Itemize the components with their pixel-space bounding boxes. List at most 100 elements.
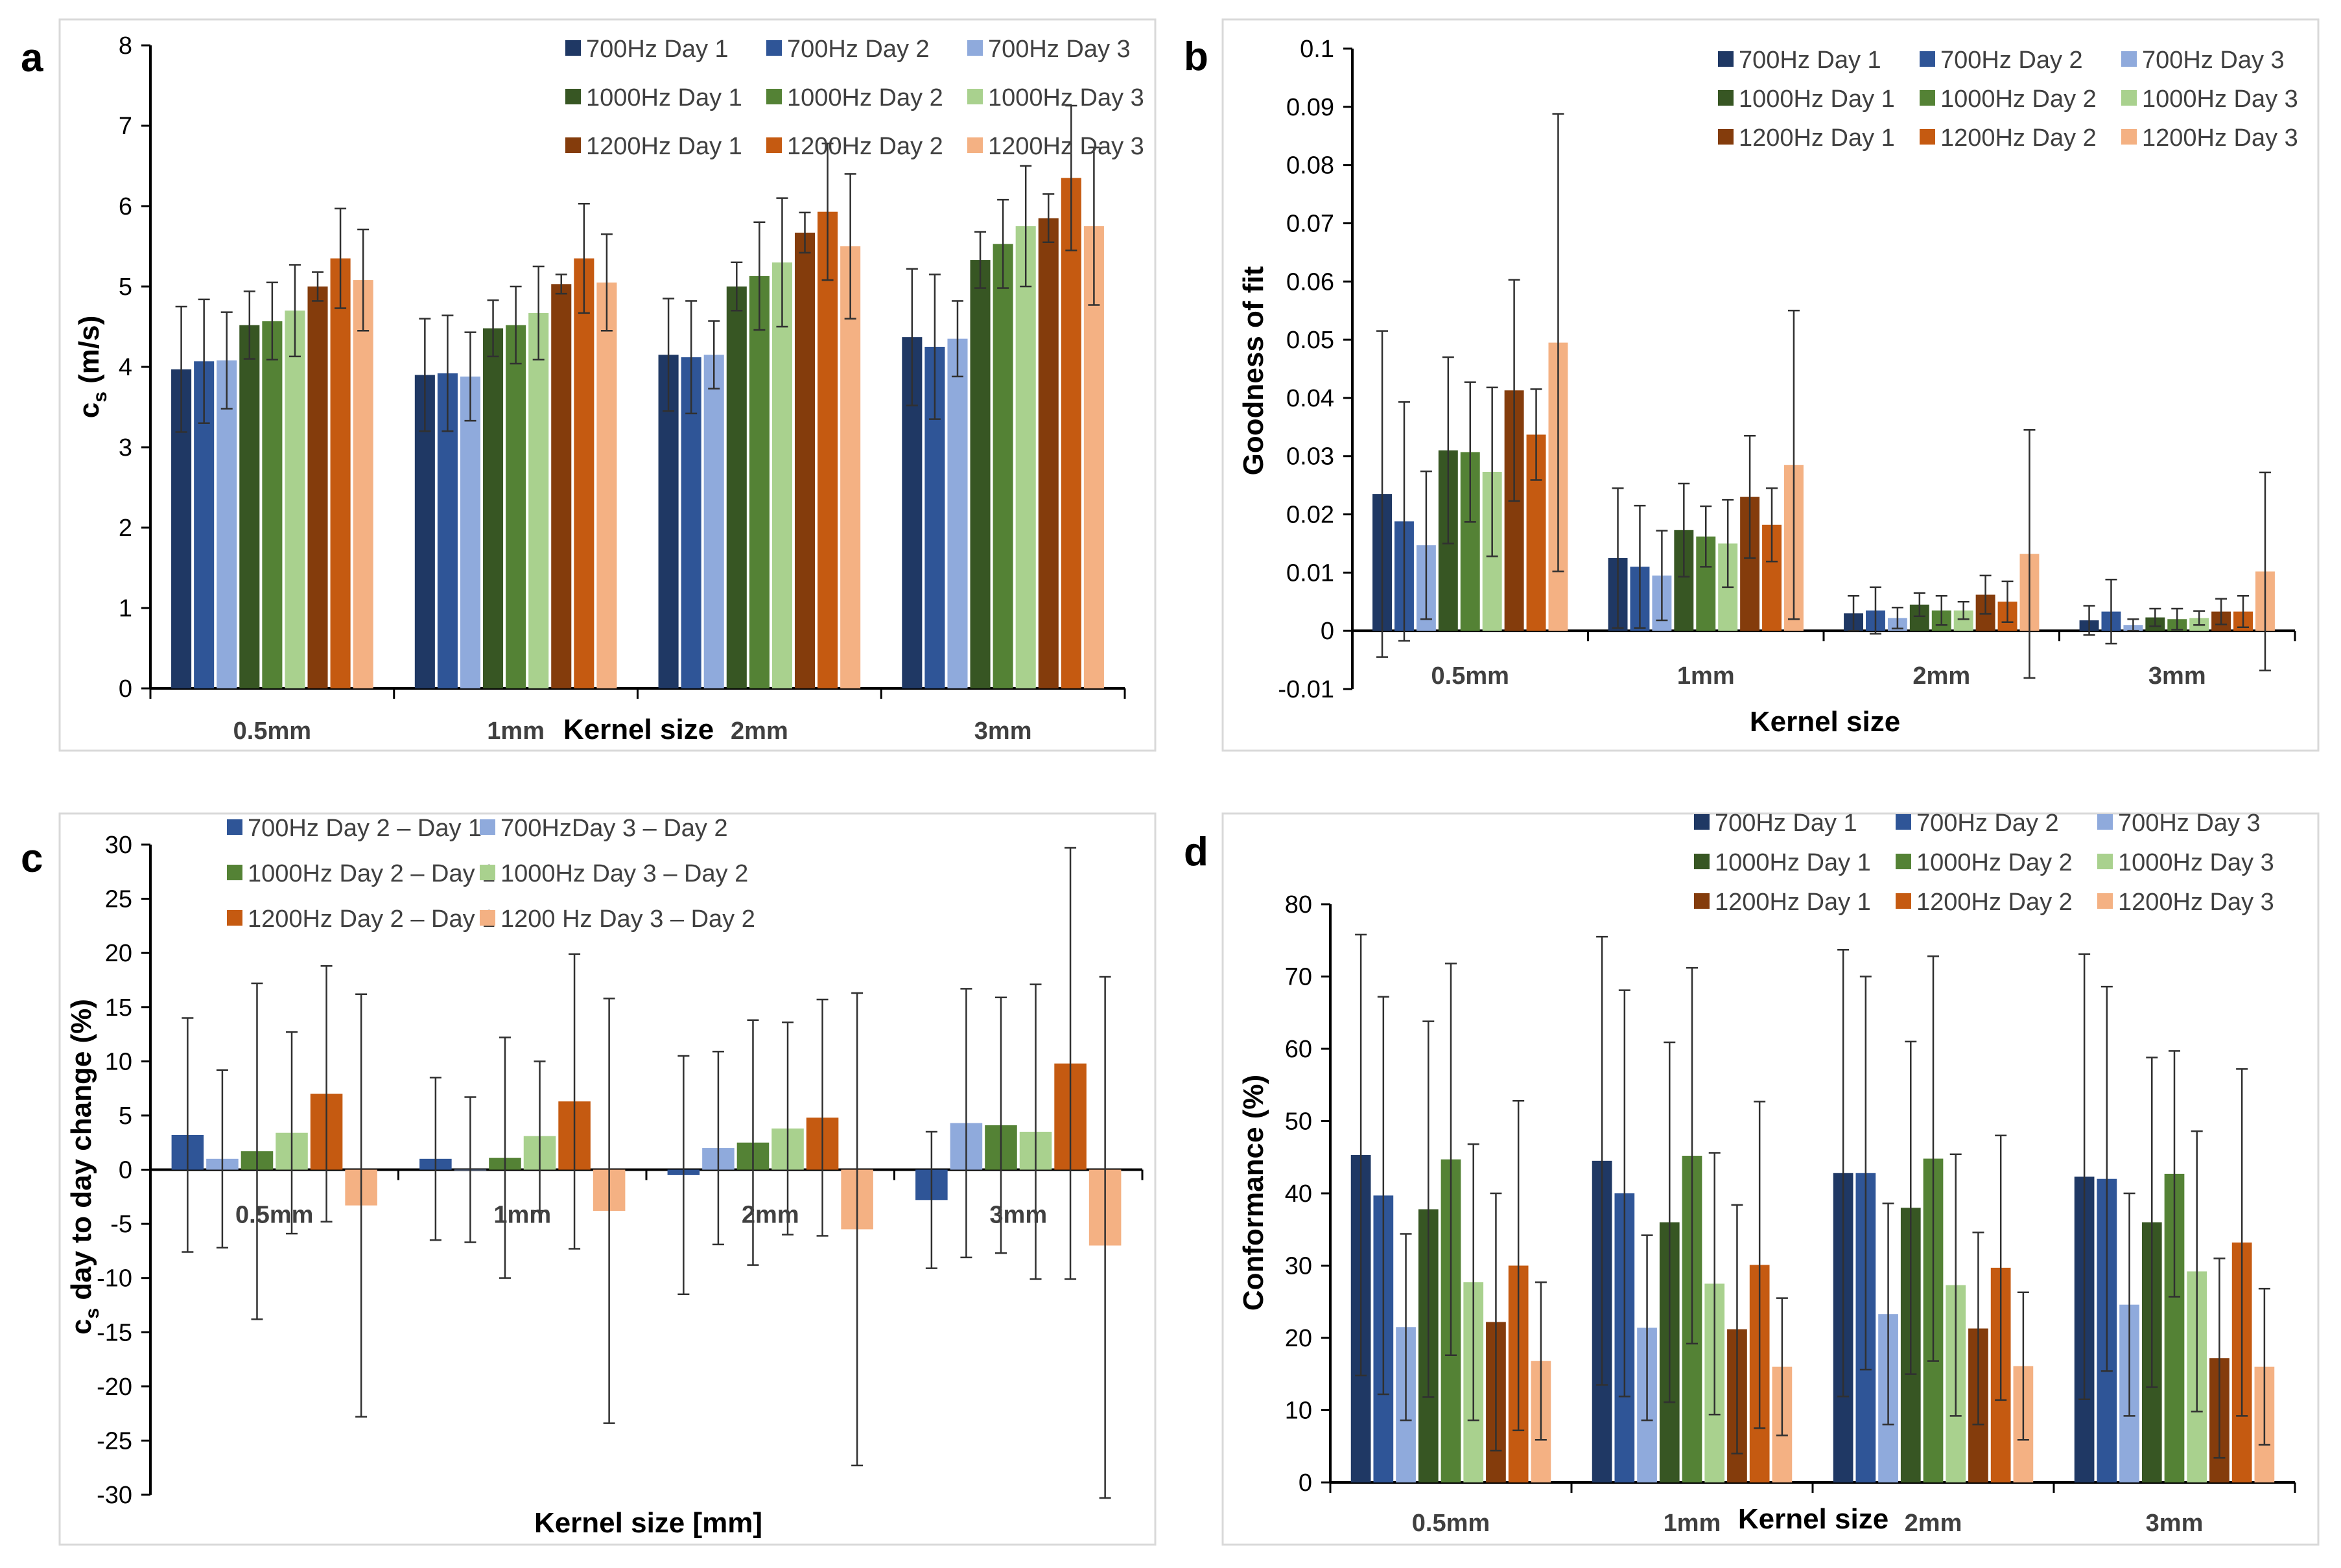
y-tick-label-a: 3 xyxy=(119,434,132,462)
y-tick-label-d: 10 xyxy=(1285,1398,1312,1425)
legend-swatch-b xyxy=(2121,129,2137,145)
panel-letter-c: c xyxy=(21,836,43,881)
y-tick-label-c: 5 xyxy=(119,1103,132,1130)
bar-a-1000hz-day-3-3mm xyxy=(1015,226,1036,688)
legend-swatch-d xyxy=(1694,814,1710,830)
bar-a-1000hz-day-1-0.5mm xyxy=(239,325,260,688)
bar-a-1200hz-day-2-3mm xyxy=(1061,178,1081,689)
category-label-b: 0.5mm xyxy=(1431,662,1509,690)
y-tick-label-d: 20 xyxy=(1285,1325,1312,1352)
legend-swatch-b xyxy=(2121,51,2137,67)
legend-label-b: 700Hz Day 1 xyxy=(1739,47,1881,74)
legend-label-b: 700Hz Day 3 xyxy=(2142,47,2285,74)
legend-label-b: 1200Hz Day 1 xyxy=(1739,124,1895,152)
legend-swatch-a xyxy=(766,40,782,56)
legend-swatch-c xyxy=(227,910,242,926)
y-axis-title-c: cs day to day change (%) xyxy=(65,999,103,1335)
y-tick-label-c: -25 xyxy=(97,1427,132,1455)
bar-a-700hz-day-3-2mm xyxy=(703,355,724,688)
legend-label-b: 700Hz Day 2 xyxy=(1940,47,2083,74)
legend-swatch-d xyxy=(2097,854,2113,869)
y-tick-label-c: -30 xyxy=(97,1482,132,1509)
y-axis-title-main-a: c xyxy=(73,403,105,418)
legend-swatch-c xyxy=(480,865,495,880)
y-tick-label-b: 0.01 xyxy=(1286,559,1334,587)
y-tick-label-b: 0.09 xyxy=(1286,94,1334,121)
y-tick-label-c: 25 xyxy=(105,886,132,913)
legend-swatch-b xyxy=(1920,51,1935,67)
legend-label-a: 700Hz Day 3 xyxy=(988,36,1131,63)
legend-label-d: 700Hz Day 1 xyxy=(1715,810,1857,837)
legend-label-d: 700Hz Day 3 xyxy=(2118,810,2261,837)
legend-swatch-c xyxy=(227,865,242,880)
legend-swatch-b xyxy=(2121,90,2137,106)
legend-label-d: 1200Hz Day 3 xyxy=(2118,889,2274,916)
bar-a-1000hz-day-2-2mm xyxy=(749,275,770,688)
legend-label-a: 1000Hz Day 2 xyxy=(787,84,943,111)
x-axis-title-c: Kernel size [mm] xyxy=(534,1507,762,1539)
legend-label-d: 1200Hz Day 1 xyxy=(1715,889,1871,916)
bar-a-1200hz-day-2-1mm xyxy=(574,258,594,689)
legend-swatch-d xyxy=(2097,893,2113,909)
legend-label-c: 700Hz Day 2 – Day 1 xyxy=(248,815,482,842)
legend-label-a: 1000Hz Day 3 xyxy=(988,84,1144,111)
bar-a-1000hz-day-2-3mm xyxy=(993,244,1013,688)
bar-a-700hz-day-3-3mm xyxy=(947,338,968,688)
y-tick-label-d: 0 xyxy=(1299,1469,1312,1497)
y-tick-label-a: 1 xyxy=(119,595,132,622)
legend-label-b: 1000Hz Day 3 xyxy=(2142,86,2298,113)
bar-a-1000hz-day-3-0.5mm xyxy=(285,310,305,688)
y-tick-label-c: 30 xyxy=(105,832,132,859)
legend-label-b: 1200Hz Day 2 xyxy=(1940,124,2097,152)
legend-label-a: 1200Hz Day 1 xyxy=(586,133,742,160)
legend-swatch-b xyxy=(1718,90,1734,106)
legend-swatch-a xyxy=(967,89,983,104)
chart-d: d 0 10 20 30 40 50 60 70 80 0.5mm 1mm 2mm 3mm Kernel s… xyxy=(1184,810,2296,1537)
legend-swatch-d xyxy=(1896,854,1911,869)
category-label-b: 3mm xyxy=(2148,662,2206,690)
legend-swatch-a xyxy=(565,137,581,153)
legend-label-a: 700Hz Day 1 xyxy=(586,36,729,63)
legend-label-d: 1000Hz Day 3 xyxy=(2118,849,2274,876)
bar-a-1200hz-day-1-2mm xyxy=(794,232,816,688)
y-tick-label-c: 10 xyxy=(105,1048,132,1075)
legend-label-d: 1200Hz Day 2 xyxy=(1916,889,2073,916)
y-tick-label-c: -20 xyxy=(97,1374,132,1401)
legend-label-b: 1200Hz Day 3 xyxy=(2142,124,2298,152)
y-axis-title-sub-c: s xyxy=(82,1308,103,1319)
y-tick-label-a: 0 xyxy=(119,675,132,703)
legend-label-d: 1000Hz Day 1 xyxy=(1715,849,1871,876)
y-tick-label-a: 5 xyxy=(119,274,132,301)
legend-label-c: 1200Hz Day 2 – Day 1 xyxy=(248,906,495,933)
y-tick-label-c: -15 xyxy=(97,1319,132,1346)
bar-a-1200hz-day-3-1mm xyxy=(596,282,617,688)
category-label-d: 1mm xyxy=(1664,1510,1721,1537)
y-tick-label-b: 0.07 xyxy=(1286,210,1334,237)
legend-swatch-d xyxy=(2097,814,2113,830)
y-tick-label-b: 0.02 xyxy=(1286,502,1334,529)
category-label-a: 1mm xyxy=(487,718,545,745)
y-axis-title-sub-a: s xyxy=(89,392,111,403)
y-tick-label-c: 15 xyxy=(105,994,132,1022)
legend-swatch-d xyxy=(1694,854,1710,869)
legend-swatch-a xyxy=(967,40,983,56)
y-axis-title-a: cs (m/s) xyxy=(73,316,111,419)
category-label-a: 0.5mm xyxy=(233,718,311,745)
category-label-c: 0.5mm xyxy=(235,1202,313,1229)
legend-swatch-b xyxy=(1920,90,1935,106)
bar-a-700hz-day-3-0.5mm xyxy=(217,360,237,688)
y-tick-label-b: -0.01 xyxy=(1278,676,1334,703)
category-label-c: 1mm xyxy=(493,1202,551,1229)
bar-a-1200hz-day-1-1mm xyxy=(551,284,572,688)
category-label-d: 2mm xyxy=(1905,1510,1962,1537)
legend-label-a: 1200Hz Day 3 xyxy=(988,133,1144,160)
y-tick-label-b: 0.08 xyxy=(1286,152,1334,180)
bar-a-1000hz-day-1-3mm xyxy=(970,260,991,689)
legend-swatch-a xyxy=(967,137,983,153)
category-label-a: 3mm xyxy=(974,718,1032,745)
bar-a-1200hz-day-1-3mm xyxy=(1038,218,1059,689)
legend-swatch-d xyxy=(1896,893,1911,909)
y-axis-title-d: Conformance (%) xyxy=(1238,1075,1269,1311)
